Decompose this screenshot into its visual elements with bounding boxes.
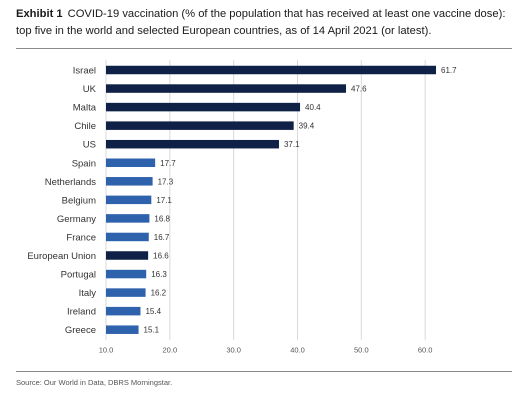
value-label: 15.1	[144, 326, 160, 335]
value-label: 16.6	[153, 252, 169, 261]
title-text-1: COVID-19 vaccination (% of the populatio…	[67, 8, 506, 20]
bar	[106, 306, 141, 316]
bar	[106, 177, 153, 186]
value-label: 17.7	[160, 159, 176, 168]
value-label: 39.4	[299, 122, 315, 131]
bar	[106, 158, 156, 167]
x-tick-label: 10.0	[99, 346, 114, 355]
value-label: 47.6	[351, 85, 367, 94]
value-label: 16.3	[151, 270, 167, 279]
bar	[106, 269, 147, 279]
category-label: Malta	[73, 103, 97, 114]
bar	[106, 232, 149, 242]
x-tick-label: 50.0	[354, 346, 369, 355]
x-tick-label: 40.0	[290, 346, 305, 355]
value-label: 37.1	[284, 140, 300, 149]
value-label: 17.3	[158, 177, 174, 186]
source-note: Source: Our World in Data, DBRS Mornings…	[16, 378, 173, 387]
bar	[106, 121, 294, 130]
exhibit-label: Exhibit 1	[16, 8, 63, 20]
category-label: Germany	[57, 214, 96, 225]
category-label: Belgium	[62, 195, 96, 206]
title-line-2: top five in the world and selected Europ…	[16, 25, 432, 37]
chart-title: Exhibit 1 COVID-19 vaccination (% of the …	[16, 6, 512, 40]
title-line-1: Exhibit 1 COVID-19 vaccination (% of the …	[16, 6, 512, 23]
bottom-divider	[16, 371, 512, 372]
bar	[106, 214, 150, 223]
bar	[106, 251, 149, 260]
bar	[106, 102, 301, 112]
value-label: 17.1	[156, 196, 172, 205]
category-label: Portugal	[61, 270, 96, 281]
category-label: France	[66, 232, 96, 243]
value-label: 61.7	[441, 66, 457, 75]
value-label: 15.4	[145, 307, 161, 316]
category-label: Chile	[74, 121, 96, 132]
x-tick-label: 20.0	[163, 346, 178, 355]
bar	[106, 139, 279, 149]
value-label: 40.4	[305, 103, 321, 112]
category-label: UK	[83, 84, 97, 95]
category-label: Greece	[65, 325, 96, 336]
value-label: 16.2	[151, 289, 167, 298]
category-label: European Union	[27, 251, 96, 262]
category-label: Netherlands	[45, 177, 96, 188]
value-label: 16.8	[154, 214, 170, 223]
category-label: Israel	[73, 66, 96, 77]
category-label: Spain	[72, 158, 96, 169]
category-label: Ireland	[67, 307, 96, 318]
top-divider	[16, 48, 512, 49]
x-tick-label: 60.0	[418, 346, 433, 355]
bar	[106, 325, 139, 334]
category-label: US	[83, 140, 96, 151]
x-tick-label: 30.0	[226, 346, 241, 355]
bar	[106, 195, 152, 205]
bar	[106, 84, 347, 93]
bar	[106, 65, 437, 75]
value-label: 16.7	[154, 233, 170, 242]
category-label: Italy	[79, 288, 97, 299]
bar	[106, 288, 146, 297]
